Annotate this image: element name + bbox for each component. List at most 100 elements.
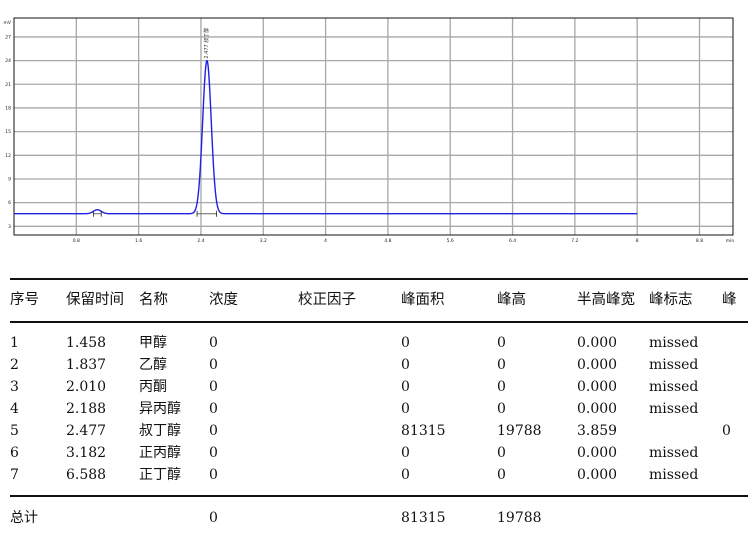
table-cell: 0 [209,379,218,395]
table-cell: 0 [722,423,731,439]
table-cell: 3.182 [66,445,107,461]
table-cell: missed [649,379,699,395]
x-axis-label: min [726,238,735,244]
x-tick-label: 5.6 [447,238,454,244]
table-cell: missed [649,401,699,417]
column-header: 浓度 [209,292,238,308]
table-cell: 0 [209,467,218,483]
chromatogram-trace [14,59,638,215]
table-cell: 19788 [497,423,542,439]
x-tick-label: 6.4 [509,238,516,244]
table-cell: 乙醇 [139,357,167,373]
table-cell: 0 [497,401,506,417]
y-tick-label: 12 [5,153,11,159]
table-cell: 81315 [401,423,446,439]
table-cell: 0 [401,445,410,461]
table-cell: 0 [497,357,506,373]
table-cell: 6 [10,445,19,461]
table-cell: 异丙醇 [139,401,181,417]
column-header: 峰高 [497,292,526,308]
table-cell: 正丙醇 [139,445,181,461]
table-cell: 6.588 [66,467,107,483]
total-rule [10,495,748,497]
table-cell: 0 [401,467,410,483]
table-cell: missed [649,335,699,351]
x-tick-label: 4 [324,238,327,244]
table-cell: 正丁醇 [139,467,181,483]
table-cell: 0 [497,379,506,395]
column-header: 校正因子 [298,292,356,308]
plot-frame [13,17,734,236]
total-concentration: 0 [209,510,218,526]
table-cell: 3.859 [577,423,618,439]
total-area: 81315 [401,510,446,526]
x-tick-label: 8.8 [696,238,703,244]
table-cell: 0 [209,335,218,351]
table-cell: 丙酮 [139,379,167,395]
table-cell: 2.010 [66,379,107,395]
table-cell: 0 [497,335,506,351]
y-tick-label: 21 [5,82,11,88]
table-cell: 0.000 [577,357,618,373]
x-tick-label: 4.8 [384,238,391,244]
table-cell: 2.188 [66,401,107,417]
y-tick-label: 6 [8,200,11,206]
table-cell: 0.000 [577,401,618,417]
table-cell: 0.000 [577,379,618,395]
table-cell: 0.000 [577,467,618,483]
y-tick-label: 15 [5,129,11,135]
x-tick-label: 7.2 [571,238,578,244]
table-cell: 0 [401,401,410,417]
table-cell: 0 [209,445,218,461]
table-cell: 0 [209,401,218,417]
table-cell: 1.458 [66,335,107,351]
table-cell: missed [649,357,699,373]
column-header: 名称 [139,292,168,308]
table-cell: 1.837 [66,357,107,373]
table-cell: 0.000 [577,335,618,351]
table-cell: 0 [497,445,506,461]
peak-label: 2.477 叔丁醇 [203,28,210,59]
table-cell: missed [649,467,699,483]
x-tick-label: 8 [636,238,639,244]
table-cell: 甲醇 [139,335,167,351]
y-tick-label: 27 [5,34,11,40]
table-cell: 0 [401,335,410,351]
table-cell: 4 [10,401,19,417]
table-cell: 0 [497,467,506,483]
x-tick-label: 3.2 [260,238,267,244]
total-height: 19788 [497,510,542,526]
table-cell: 2.477 [66,423,107,439]
y-tick-label: 24 [5,58,11,64]
table-cell: 0 [401,357,410,373]
chromatogram-chart: 0.8 1.6 2.4 3.2 4 4.8 5.6 6.4 7.2 8 8.8 3 6 9 12 15 18 21… [4,17,735,244]
total-label: 总计 [10,510,38,526]
x-tick-label: 1.6 [135,238,142,244]
y-tick-label: 18 [5,105,11,111]
table-cell: 3 [10,379,19,395]
table-cell: missed [649,445,699,461]
x-tick-label: 2.4 [197,238,204,244]
y-axis-label: mV [4,20,12,26]
column-header: 峰标志 [649,292,693,308]
table-cell: 2 [10,357,19,373]
table-cell: 7 [10,467,19,483]
peak-table: 序号 保留时间 名称 浓度 校正因子 峰面积 峰高 半高峰宽 峰标志 峰 1 1.458 甲醇 0 0 0 0.… [0,270,748,535]
table-cell: 0.000 [577,445,618,461]
table-top-rule [10,278,748,280]
table-cell: 1 [10,335,19,351]
column-header: 峰面积 [401,292,445,308]
header-rule [10,321,748,323]
y-tick-label: 3 [8,224,11,230]
table-cell: 0 [401,379,410,395]
table-cell: 叔丁醇 [139,423,181,439]
column-header: 半高峰宽 [577,292,635,308]
column-header: 峰 [722,292,737,308]
table-cell: 5 [10,423,19,439]
x-tick-label: 0.8 [73,238,80,244]
y-tick-label: 9 [8,176,11,182]
table-cell: 0 [209,423,218,439]
column-header: 序号 [10,292,39,308]
table-cell: 0 [209,357,218,373]
column-header: 保留时间 [66,292,124,308]
